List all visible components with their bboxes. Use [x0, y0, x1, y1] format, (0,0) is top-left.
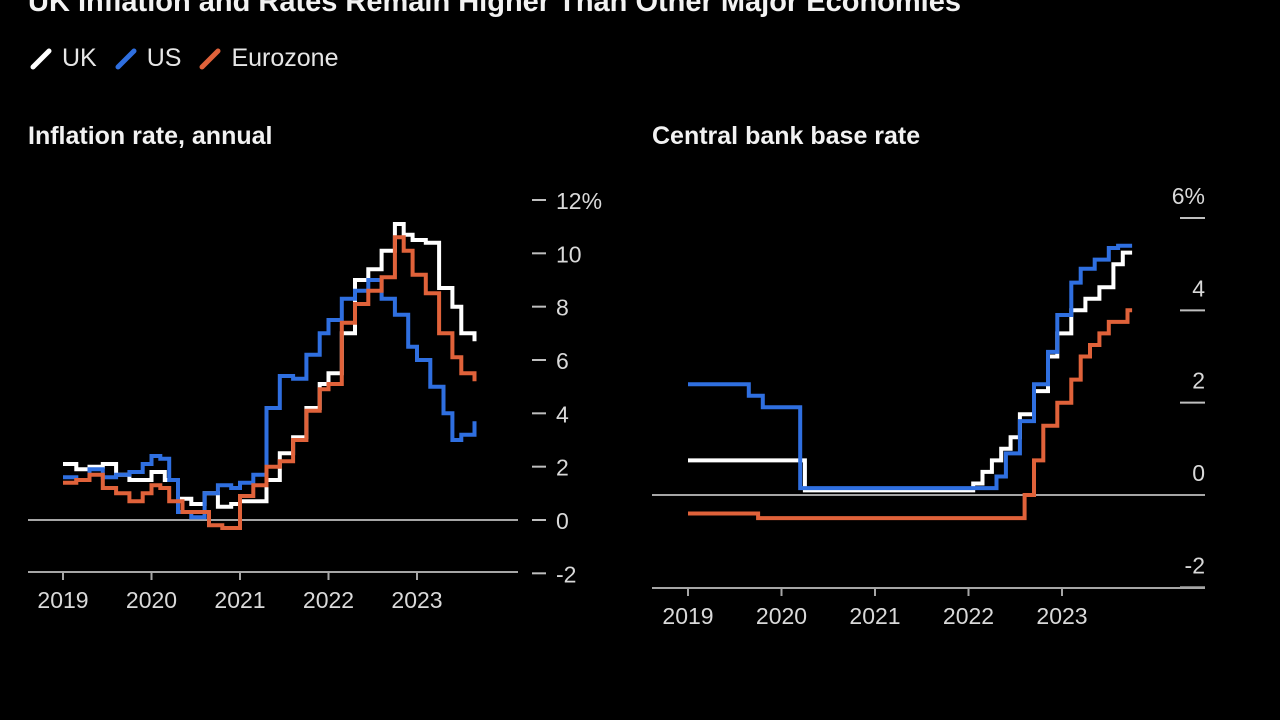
rates-x-tick-label: 2020 [756, 603, 807, 629]
legend-item-eurozone: Eurozone [199, 44, 339, 73]
rate-panel-title: Central bank base rate [652, 122, 921, 150]
inflation-series-us [63, 278, 477, 520]
rates-series-us [688, 243, 1133, 491]
inflation-x-tick-label: 2023 [391, 587, 442, 613]
legend-swatch-us [115, 48, 137, 69]
inflation-x-tick-label: 2021 [214, 587, 265, 613]
rates-x-tick-label: 2022 [943, 603, 994, 629]
inflation-y-tick-label: 6 [556, 348, 569, 374]
legend-label-us: US [146, 44, 182, 72]
rates-x-tick-label: 2023 [1036, 603, 1087, 629]
legend-label-uk: UK [62, 44, 97, 72]
chart-title: UK Inflation and Rates Remain Higher Tha… [28, 0, 961, 18]
inflation-y-tick-label: 10 [556, 241, 582, 267]
rates-x-tick-label: 2019 [662, 603, 713, 629]
inflation-y-tick-label: -2 [556, 561, 576, 587]
rates-y-tick-label: -2 [1185, 552, 1205, 578]
inflation-series-eurozone [63, 235, 477, 530]
legend-label-eurozone: Eurozone [231, 44, 339, 72]
inflation-series-uk [63, 222, 477, 509]
inflation-y-tick-label: 2 [556, 455, 569, 481]
rates-y-tick-label: 2 [1192, 368, 1205, 394]
inflation-x-tick-label: 2019 [37, 587, 88, 613]
inflation-y-tick-label: 8 [556, 295, 569, 321]
legend-item-uk: UK [30, 44, 97, 73]
inflation-y-tick-label: 0 [556, 508, 569, 534]
inflation-x-tick-label: 2020 [126, 587, 177, 613]
inflation-y-tick-label: 4 [556, 401, 569, 427]
rates-series-eurozone [688, 308, 1133, 521]
legend-swatch-uk [30, 48, 52, 69]
inflation-x-tick-label: 2022 [303, 587, 354, 613]
rates-x-tick-label: 2021 [849, 603, 900, 629]
rates-series-uk [688, 250, 1133, 493]
inflation-panel-title: Inflation rate, annual [28, 122, 273, 150]
rates-y-tick-label: 0 [1192, 460, 1205, 486]
legend-item-us: US [115, 44, 182, 73]
legend: UK US Eurozone [30, 44, 339, 73]
legend-swatch-eurozone [199, 48, 221, 69]
inflation-y-tick-label: 12% [556, 188, 602, 214]
rates-y-tick-label: 4 [1192, 275, 1205, 301]
rates-y-tick-label: 6% [1172, 183, 1205, 209]
